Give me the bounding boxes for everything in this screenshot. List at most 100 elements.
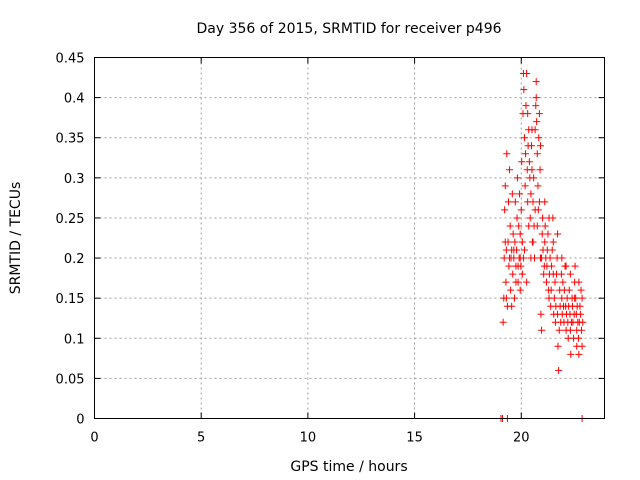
data-point bbox=[510, 294, 518, 302]
data-point bbox=[509, 270, 517, 278]
data-point bbox=[527, 190, 535, 198]
data-point bbox=[505, 262, 513, 270]
y-tick-label: 0.25 bbox=[56, 212, 85, 227]
data-point bbox=[575, 278, 583, 286]
data-point bbox=[501, 206, 509, 214]
data-point bbox=[527, 254, 535, 262]
data-point bbox=[571, 262, 579, 270]
data-point bbox=[578, 294, 586, 302]
x-tick-label: 15 bbox=[406, 431, 423, 446]
data-point bbox=[513, 214, 521, 222]
data-point bbox=[508, 302, 516, 310]
data-point bbox=[520, 134, 528, 142]
data-point bbox=[501, 238, 509, 246]
x-tick-label: 0 bbox=[90, 431, 98, 446]
data-point bbox=[566, 326, 574, 334]
data-point bbox=[577, 326, 585, 334]
data-point bbox=[555, 366, 563, 374]
data-point bbox=[538, 254, 546, 262]
data-point bbox=[515, 222, 523, 230]
data-point bbox=[538, 326, 546, 334]
data-point bbox=[577, 310, 585, 318]
data-point bbox=[554, 342, 562, 350]
data-point bbox=[579, 318, 587, 326]
data-point bbox=[549, 238, 557, 246]
data-point bbox=[513, 174, 521, 182]
data-point bbox=[518, 238, 526, 246]
data-point bbox=[566, 270, 574, 278]
data-point bbox=[511, 198, 519, 206]
data-point bbox=[507, 286, 515, 294]
data-point bbox=[558, 254, 566, 262]
data-point bbox=[547, 286, 555, 294]
data-point bbox=[524, 110, 532, 118]
data-point bbox=[506, 222, 514, 230]
data-point bbox=[539, 214, 547, 222]
data-point bbox=[522, 150, 530, 158]
data-point bbox=[512, 278, 520, 286]
data-point bbox=[575, 350, 583, 358]
data-point bbox=[509, 230, 517, 238]
data-point bbox=[521, 182, 529, 190]
y-tick-label: 0.4 bbox=[64, 92, 85, 107]
data-point bbox=[542, 278, 550, 286]
data-point bbox=[520, 246, 528, 254]
data-point bbox=[548, 262, 556, 270]
grid-lines bbox=[94, 57, 605, 419]
data-point bbox=[532, 94, 540, 102]
data-point bbox=[502, 278, 510, 286]
data-point bbox=[518, 270, 526, 278]
data-point bbox=[514, 262, 522, 270]
y-tick-label: 0.3 bbox=[64, 172, 85, 187]
data-point bbox=[532, 78, 540, 86]
data-point bbox=[533, 150, 541, 158]
data-point bbox=[516, 286, 524, 294]
data-point bbox=[535, 110, 543, 118]
y-tick-label: 0.15 bbox=[56, 292, 85, 307]
data-point bbox=[522, 102, 530, 110]
data-point bbox=[534, 182, 542, 190]
x-tick-label: 20 bbox=[513, 431, 530, 446]
data-point bbox=[517, 206, 525, 214]
data-point bbox=[523, 278, 531, 286]
data-point bbox=[535, 134, 543, 142]
data-point bbox=[565, 286, 573, 294]
data-point bbox=[530, 174, 538, 182]
data-point bbox=[536, 142, 544, 150]
data-point bbox=[551, 278, 559, 286]
data-point bbox=[529, 238, 537, 246]
data-point bbox=[574, 334, 582, 342]
data-point bbox=[562, 262, 570, 270]
data-point bbox=[536, 166, 544, 174]
data-point bbox=[516, 190, 524, 198]
tick-labels: 0 0.05 0.1 0.15 0.2 0.25 0.3 0.35 0.4 0.45 0 5 10 15 2… bbox=[56, 52, 530, 446]
data-point bbox=[550, 294, 558, 302]
data-points bbox=[497, 70, 587, 422]
chart-title: Day 356 of 2015, SRMTID for receiver p49… bbox=[196, 21, 501, 37]
data-point bbox=[525, 158, 533, 166]
data-point bbox=[504, 198, 512, 206]
data-point bbox=[528, 126, 536, 134]
data-point bbox=[529, 198, 537, 206]
data-point bbox=[537, 310, 545, 318]
data-point bbox=[567, 350, 575, 358]
data-point bbox=[531, 206, 539, 214]
data-point bbox=[541, 222, 549, 230]
x-axis-label: GPS time / hours bbox=[290, 459, 407, 475]
data-point bbox=[559, 278, 567, 286]
data-point bbox=[503, 150, 511, 158]
data-point bbox=[506, 166, 514, 174]
x-tick-label: 5 bbox=[197, 431, 205, 446]
data-point bbox=[554, 230, 562, 238]
data-point bbox=[528, 166, 536, 174]
data-point bbox=[573, 342, 581, 350]
data-point bbox=[548, 246, 556, 254]
data-point bbox=[526, 214, 534, 222]
y-axis-label: SRMTID / TECUs bbox=[8, 182, 24, 295]
y-tick-label: 0.45 bbox=[56, 52, 85, 67]
data-point bbox=[555, 326, 563, 334]
data-point bbox=[533, 118, 541, 126]
data-point bbox=[510, 246, 518, 254]
plot-frame bbox=[94, 57, 605, 419]
